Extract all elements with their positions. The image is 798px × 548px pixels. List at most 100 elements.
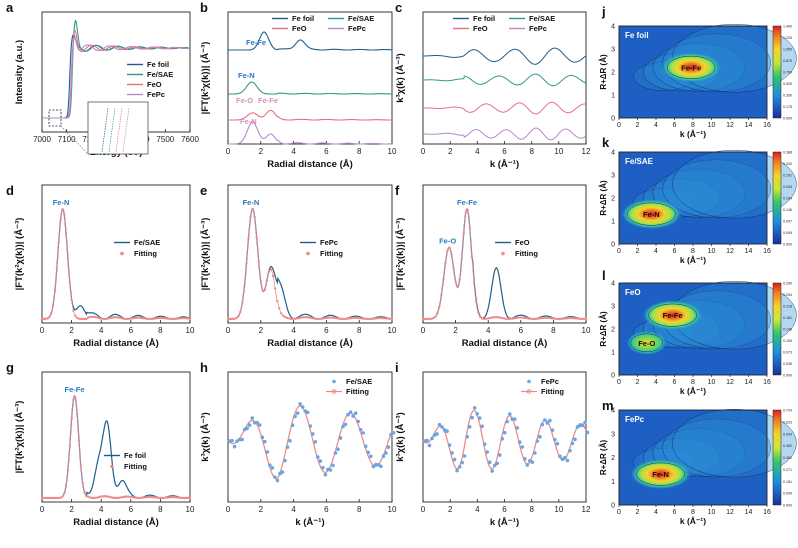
y-axis-title: |FT(k²χ(k))| (Å⁻³) xyxy=(200,42,211,115)
exp-point xyxy=(505,419,510,424)
panel-letter-k: k xyxy=(602,135,610,150)
blob-label-fe-fe: Fe-Fe xyxy=(663,311,683,320)
exp-point xyxy=(538,435,542,439)
colorbar-label: 0.218 xyxy=(783,305,792,309)
x-tick-label: 2 xyxy=(69,505,74,514)
exp-point xyxy=(583,420,587,425)
exp-point xyxy=(353,411,358,416)
exp-point xyxy=(252,420,257,425)
exp-point xyxy=(435,432,439,436)
exp-point xyxy=(371,464,376,469)
exp-point xyxy=(425,438,429,443)
colorbar xyxy=(772,282,782,376)
y-axis-title: |FT(k²χ(k))| (Å⁻³) xyxy=(395,218,406,291)
x-tick-label: 4 xyxy=(654,379,658,386)
exp-point xyxy=(361,431,366,435)
plot-frame xyxy=(227,184,393,324)
legend-entry: Fe foil xyxy=(147,60,169,69)
y-axis-title: R+ΔR (Å) xyxy=(599,311,608,347)
exp-point xyxy=(523,457,527,461)
x-tick-label: 4 xyxy=(99,326,104,335)
legend-entry: Fitting xyxy=(346,387,369,396)
x-axis-title: k (Å⁻¹) xyxy=(680,129,706,139)
exp-point xyxy=(268,463,272,467)
exp-point xyxy=(548,418,552,423)
colorbar-label: 0.146 xyxy=(783,208,792,212)
exp-point xyxy=(530,460,535,464)
series-fepc xyxy=(228,121,393,145)
colorbar xyxy=(772,151,782,245)
exp-point xyxy=(568,448,572,453)
x-axis-title: k (Å⁻¹) xyxy=(680,255,706,265)
y-axis-title: Intensity (a.u.) xyxy=(14,40,25,104)
exp-point xyxy=(366,450,371,455)
colorbar-label: 0.452 xyxy=(783,444,792,448)
x-tick-label: 2 xyxy=(448,505,453,514)
annot-fe-fe: Fe-Fe xyxy=(457,198,477,207)
x-tick-label: 10 xyxy=(186,326,195,335)
x-tick-label: 8 xyxy=(691,122,695,129)
heatmap-background xyxy=(619,283,767,375)
legend-marker xyxy=(306,251,310,256)
exp-point xyxy=(492,463,497,468)
x-tick-label: 6 xyxy=(129,505,134,514)
exp-point xyxy=(328,468,333,472)
legend-marker xyxy=(120,251,124,256)
x-tick-label: 2 xyxy=(636,248,640,255)
x-tick-label: 8 xyxy=(158,505,163,514)
sample-label: FePc xyxy=(625,415,645,424)
panel-a: a7000710072007300740075007600Energy (eV)… xyxy=(6,0,199,158)
heatmap-background xyxy=(619,152,767,244)
heatmap-contour xyxy=(636,462,685,486)
exp-point xyxy=(298,402,302,406)
exp-point xyxy=(290,423,295,428)
y-tick-label: 4 xyxy=(611,281,615,288)
exp-point xyxy=(341,424,345,429)
x-tick-label: 2 xyxy=(259,505,264,514)
legend-entry: Fe foil xyxy=(473,14,495,23)
x-tick-label: 0 xyxy=(226,505,231,514)
panel-b: b 0 2 4 6 8 10 Radial distance (Å) |FT(k²χ(k))| … xyxy=(200,0,397,170)
exp-point xyxy=(470,415,474,420)
x-tick-label: 4 xyxy=(291,505,296,514)
colorbar-label: 0.181 xyxy=(783,316,792,320)
colorbar-label: 0.194 xyxy=(783,197,792,201)
exp-point xyxy=(580,423,585,428)
exp-point xyxy=(472,406,477,410)
exp-point xyxy=(440,425,444,429)
plot-frame xyxy=(422,184,587,324)
exp-point xyxy=(386,445,391,449)
series-experiment xyxy=(228,208,393,320)
series-fe-sae xyxy=(228,81,392,95)
colorbar-label: 0.000 xyxy=(783,117,792,121)
annot-fe-o: Fe-O xyxy=(236,96,253,105)
y-tick-label: 1 xyxy=(611,93,615,100)
x-tick-label: 6 xyxy=(673,248,677,255)
x-tick-label: 8 xyxy=(691,248,695,255)
exp-point xyxy=(585,430,590,435)
x-tick-label: 10 xyxy=(554,147,563,156)
series-fe-foil xyxy=(423,47,587,65)
colorbar-label: 0.875 xyxy=(783,59,792,63)
exp-point xyxy=(482,442,487,447)
y-tick-label: 0 xyxy=(611,503,615,510)
panel-letter-g: g xyxy=(6,360,14,375)
x-axis-title: k (Å⁻¹) xyxy=(295,517,324,528)
blob-label-fe-fe: Fe-Fe xyxy=(681,63,701,72)
exp-point xyxy=(280,470,285,474)
x-tick-label: 14 xyxy=(745,379,753,386)
legend-entry: FeO xyxy=(292,24,307,33)
legend-entry: FeO xyxy=(515,238,530,247)
colorbar-label: 0.000 xyxy=(783,243,792,247)
exp-point xyxy=(507,412,512,416)
x-tick-label: 6 xyxy=(324,505,329,514)
x-tick-label: 6 xyxy=(502,147,507,156)
colorbar-label: 0.175 xyxy=(783,105,792,109)
y-tick-label: 3 xyxy=(611,173,615,180)
exp-point xyxy=(465,434,469,439)
heatmap-blob xyxy=(661,52,722,83)
x-axis-title: k (Å⁻¹) xyxy=(680,516,706,526)
panel-letter-l: l xyxy=(602,268,606,283)
x-axis-title: k (Å⁻¹) xyxy=(680,386,706,396)
